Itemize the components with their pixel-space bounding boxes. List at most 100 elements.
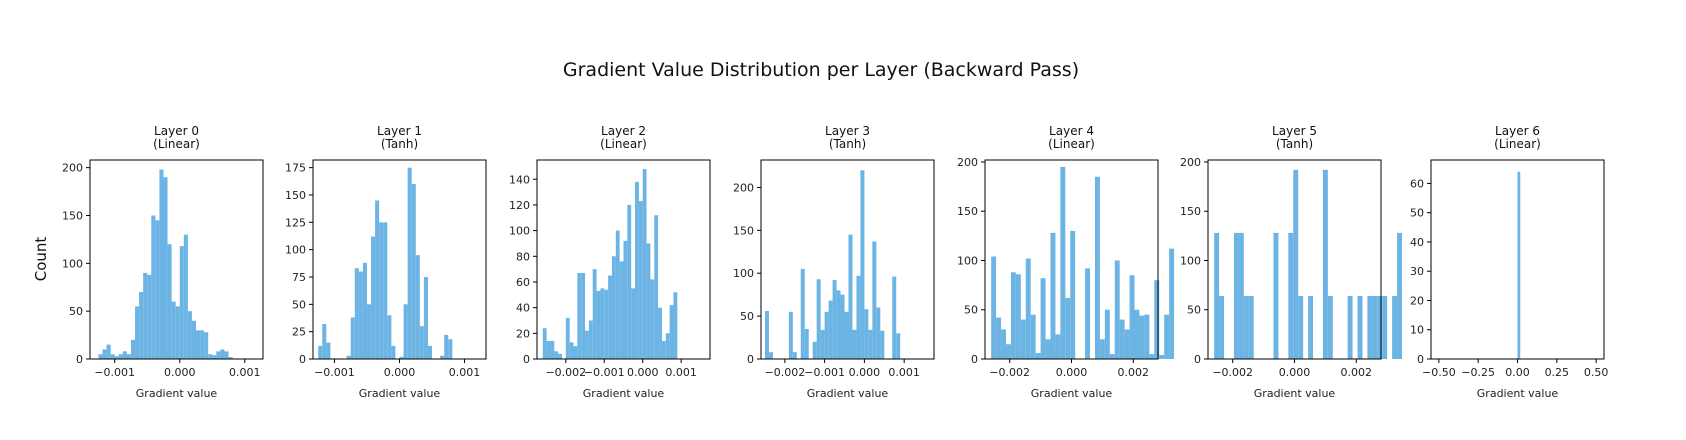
y-tick-label: 60 [516, 276, 530, 289]
y-tick-label: 0 [76, 353, 83, 366]
histogram-bar [581, 272, 586, 359]
histogram-bar [179, 246, 184, 359]
subplot-title: Layer 3 [825, 124, 870, 138]
histogram-bar [1070, 230, 1076, 359]
histogram-bar [558, 353, 562, 359]
y-tick-label: 150 [957, 205, 978, 218]
y-tick-label: 100 [1180, 254, 1201, 267]
histogram-bar [1273, 232, 1279, 359]
histogram-bar [828, 300, 833, 359]
plot-frame [760, 159, 935, 360]
y-tick-label: 0 [1417, 353, 1424, 366]
x-axis-label: Gradient value [807, 387, 889, 400]
histogram-bar [387, 315, 392, 359]
y-tick-label: 30 [1410, 265, 1424, 278]
histogram-bar [143, 272, 148, 359]
subplot-title: (Tanh) [1276, 137, 1313, 151]
histogram-bar [139, 292, 144, 359]
plot-frame [536, 159, 711, 360]
y-tick-label: 150 [62, 209, 83, 222]
x-tick-label: 0.50 [1584, 366, 1609, 379]
x-tick-label: −0.002 [765, 366, 806, 379]
x-tick-label: 0.000 [384, 366, 416, 379]
histogram-bar [1094, 176, 1100, 359]
histogram-bar [852, 329, 857, 359]
histogram-bar [661, 341, 666, 359]
subplot-layer-1: −0.001 0.000 0.001 0 25 50 75 100 125 150 175 Layer… [285, 124, 487, 400]
x-axis-label: Gradient value [1477, 387, 1559, 400]
histogram-bar [383, 222, 388, 359]
histogram-bar [1119, 319, 1125, 359]
histogram-bar [216, 351, 221, 359]
histogram-bar [764, 310, 769, 359]
histogram-bar [1164, 314, 1170, 359]
histogram-bar [654, 215, 659, 359]
x-tick-label: 0.001 [449, 366, 481, 379]
histogram-bar [191, 320, 197, 359]
histogram-bar [208, 354, 213, 359]
histogram-bar [440, 355, 445, 359]
histogram-bar [1327, 295, 1333, 359]
histogram-bar [896, 333, 901, 359]
histogram-bar [542, 328, 547, 359]
y-tick-label: 75 [292, 271, 306, 284]
histogram-bar [619, 261, 624, 359]
histogram-bar [646, 243, 651, 359]
histogram-bar [848, 234, 853, 360]
y-tick-label: 20 [1410, 294, 1424, 307]
y-tick-label: 125 [285, 216, 306, 229]
histogram-bar [604, 289, 609, 359]
histogram-bar [155, 220, 160, 359]
histogram-bar [1308, 295, 1314, 359]
histogram-bar [596, 290, 601, 359]
subplot-layer-4: −0.002 0.000 0.002 0 50 100 150 200 Layer 4(Line… [957, 124, 1175, 400]
y-tick-label: 200 [62, 162, 83, 175]
histogram-bar [864, 309, 869, 359]
histogram-bar [600, 288, 605, 359]
x-tick-label: 0.002 [1341, 366, 1373, 379]
subplot-title: (Linear) [600, 137, 647, 151]
y-tick-label: 100 [733, 267, 754, 280]
subplot-title: (Linear) [1048, 137, 1095, 151]
histogram-bar [350, 317, 355, 359]
histogram-bar [358, 271, 363, 359]
histogram-bar [444, 334, 449, 359]
histogram-bar [860, 170, 865, 359]
histogram-bar [130, 339, 136, 359]
histogram-bar [1025, 258, 1031, 359]
histogram-bar [204, 332, 209, 359]
histogram-bar [788, 311, 793, 359]
histogram-bar [375, 200, 380, 359]
histogram-bar [1149, 354, 1155, 359]
histogram-bar [1035, 353, 1041, 359]
y-tick-label: 200 [957, 156, 978, 169]
y-tick-label: 50 [69, 305, 83, 318]
histogram-bar [135, 306, 140, 359]
histogram-bar [565, 317, 570, 359]
histogram-bar [362, 262, 367, 359]
histogram-bar [1104, 309, 1110, 359]
histogram-bar [448, 339, 453, 359]
histogram-bar [366, 304, 372, 359]
histogram-bar [1159, 355, 1165, 359]
histogram-bar [836, 290, 841, 359]
histogram-bar [175, 306, 180, 359]
subplot-title: Layer 1 [377, 124, 422, 138]
histogram-bar [577, 272, 582, 359]
x-tick-label: 0.000 [1056, 366, 1088, 379]
histogram-bar [588, 320, 593, 359]
histogram-bar [1109, 354, 1115, 359]
histogram-bar [163, 177, 168, 359]
subplot-title: (Tanh) [381, 137, 418, 151]
histogram-bar [642, 168, 647, 359]
histogram-bar [868, 329, 873, 359]
subplot-title: (Linear) [153, 137, 200, 151]
y-tick-label: 50 [1410, 207, 1424, 220]
histogram-bar [1045, 339, 1051, 359]
x-tick-label: −0.002 [1212, 366, 1253, 379]
subplot-layer-5: −0.002 0.000 0.002 0 50 100 150 200 Layer 5(Tanh… [1180, 124, 1402, 400]
histogram-bar [1372, 295, 1378, 359]
histogram-bar [423, 276, 428, 359]
histogram-bar [1001, 329, 1006, 359]
histogram-bar [1010, 272, 1016, 359]
